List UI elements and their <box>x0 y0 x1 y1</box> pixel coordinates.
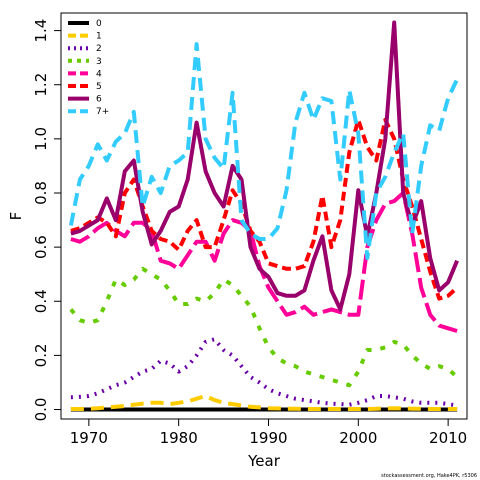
y-tick-label: 0.0 <box>32 398 50 422</box>
legend-label: 2 <box>96 44 102 54</box>
plot-frame <box>60 12 468 420</box>
series-line-6 <box>70 20 459 312</box>
legend-label: 5 <box>96 82 102 92</box>
x-axis-title: Year <box>247 452 281 470</box>
x-tick-label: 1980 <box>160 429 198 447</box>
y-tick-label: 0.6 <box>32 235 50 259</box>
y-tick-label: 1.0 <box>32 127 50 151</box>
y-tick-label: 0.4 <box>32 289 50 313</box>
series-line-4 <box>70 191 458 333</box>
x-axis: 1970 1980 1990 2000 2010 <box>70 419 467 447</box>
x-tick-label: 2000 <box>339 429 377 447</box>
y-axis-title: F <box>7 212 25 221</box>
x-tick-label: 1990 <box>249 429 287 447</box>
legend: 0 1 2 3 4 5 6 7+ <box>68 19 109 117</box>
series-group <box>68 20 459 412</box>
series-line-3 <box>69 266 459 388</box>
y-tick-label: 0.8 <box>32 181 50 205</box>
legend-label: 3 <box>96 57 102 67</box>
legend-label: 0 <box>96 19 102 29</box>
legend-label: 7+ <box>96 107 109 117</box>
x-tick-label: 2010 <box>429 429 467 447</box>
series-line-7plus <box>68 42 459 260</box>
y-tick-label: 1.4 <box>32 19 50 43</box>
y-axis: 0.0 0.2 0.4 0.6 0.8 1.0 1.2 1.4 <box>32 19 61 422</box>
y-tick-label: 1.2 <box>32 73 50 97</box>
x-tick-label: 1970 <box>70 429 108 447</box>
credit-text: stockassessment.org, Hake4PK, r5306 <box>381 473 477 479</box>
legend-label: 6 <box>96 95 102 105</box>
y-tick-label: 0.2 <box>32 343 50 367</box>
legend-label: 1 <box>96 32 102 42</box>
series-line-5 <box>70 117 459 301</box>
legend-label: 4 <box>96 69 102 79</box>
series-line-1 <box>70 394 458 411</box>
